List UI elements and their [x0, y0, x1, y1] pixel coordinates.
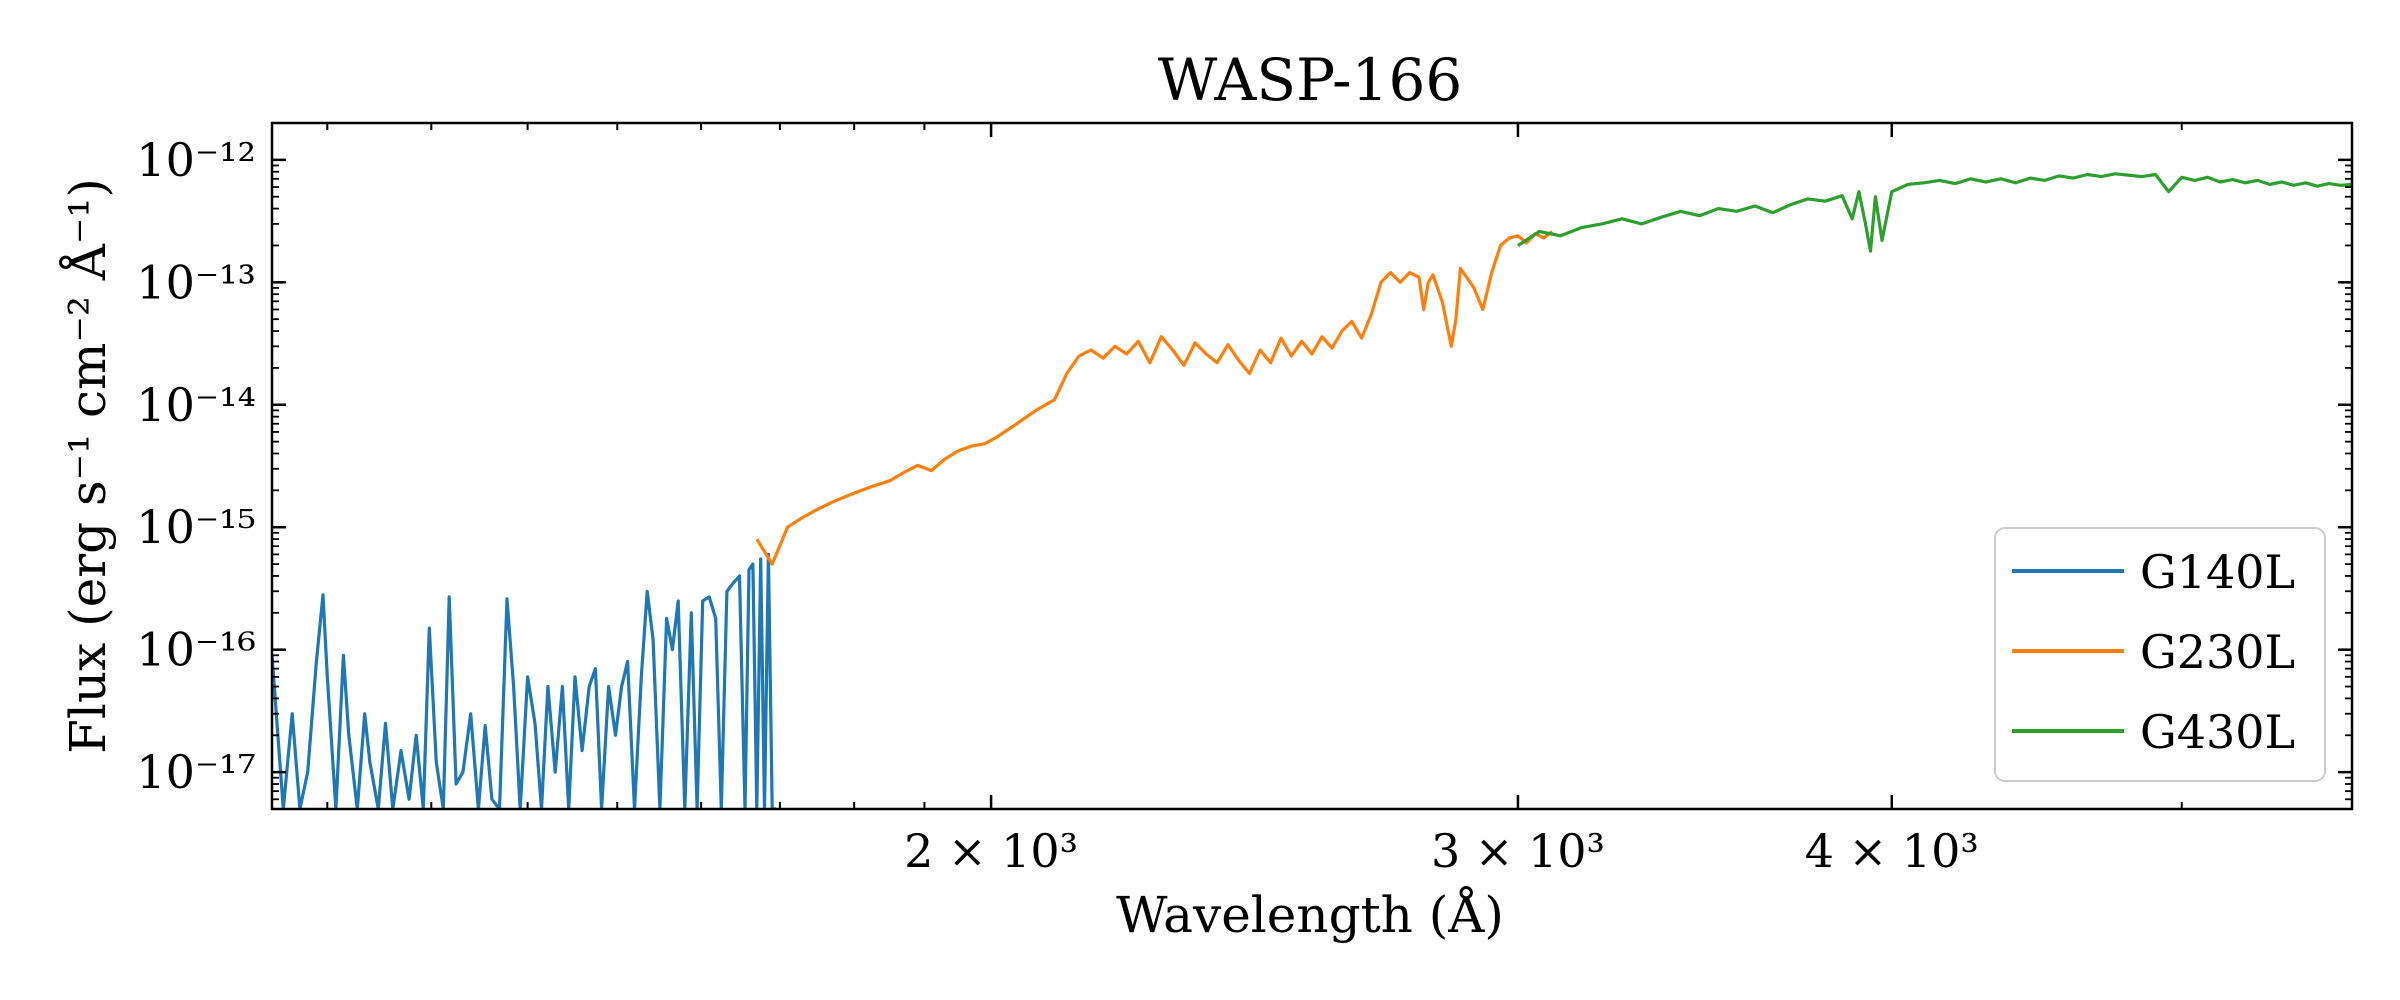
legend: G140L G230L G430L	[1994, 527, 2326, 782]
y-tick-label: 10⁻¹⁴	[136, 378, 256, 432]
x-tick-label: 4 × 10³	[1805, 824, 1979, 878]
legend-label-g140l: G140L	[2140, 545, 2295, 599]
axis-ticks: 2 × 10³ 3 × 10³ 4 × 10³ 10⁻¹⁷ 10⁻¹⁶ 10⁻¹⁵ 10⁻¹…	[136, 122, 2352, 878]
y-tick-label: 10⁻¹⁷	[136, 745, 256, 799]
legend-label-g430l: G430L	[2140, 705, 2295, 759]
x-tick-label: 3 × 10³	[1431, 824, 1605, 878]
chart-title: WASP-166	[1158, 46, 1463, 114]
legend-label-g230l: G230L	[2140, 625, 2295, 679]
legend-box	[1994, 527, 2326, 782]
series-line-g230l	[755, 230, 1554, 566]
y-tick-label: 10⁻¹⁵	[136, 500, 256, 554]
x-axis-label: Wavelength (Å)	[1116, 885, 1504, 944]
series-line-g140l	[272, 552, 777, 809]
x-tick-label: 2 × 10³	[904, 824, 1078, 878]
y-axis-label: Flux (erg s⁻¹ cm⁻² Å⁻¹)	[58, 178, 117, 754]
y-tick-label: 10⁻¹⁶	[136, 623, 256, 677]
plot-frame	[270, 121, 2354, 811]
y-tick-label: 10⁻¹²	[136, 133, 256, 187]
y-tick-label: 10⁻¹³	[136, 255, 256, 309]
series-line-g430l	[1517, 172, 2352, 253]
plot-lines	[272, 172, 2352, 809]
